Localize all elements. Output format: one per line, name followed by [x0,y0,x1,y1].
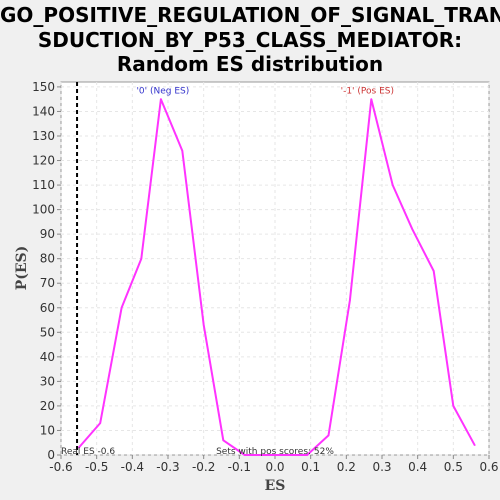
es-series-point [349,299,351,302]
es-series-point [306,454,308,456]
y-tick-label: 90 [40,227,55,241]
x-tick-label: -0.3 [156,460,179,474]
x-tick-label: 0.6 [479,460,498,474]
es-series-point [411,228,414,231]
y-tick-label: 130 [32,129,55,143]
es-series-point [473,444,476,446]
x-tick-label: 0.2 [337,460,356,474]
x-tick-label: 0.1 [301,460,320,474]
es-series-point [391,184,394,186]
y-tick-label: 70 [40,276,55,290]
es-series-point [370,98,373,100]
axes: 0 10 20 30 40 50 60 70 80 90 100 110 120 130 140 150 -0.… [32,80,498,474]
es-series-point [78,446,80,449]
es-series-point [140,257,143,260]
pos-es-label: '-1' (Pos ES) [341,86,394,96]
es-series-point [263,454,266,456]
y-tick-label: 20 [40,399,55,413]
y-tick-label: 80 [40,252,55,266]
y-tick-label: 120 [32,154,55,168]
es-series-point [284,454,287,456]
pos-scores-label: Sets with pos scores: 52% [216,447,334,457]
chart-title-line-3: Random ES distribution [116,52,384,76]
y-tick-label: 140 [32,104,55,118]
series-layer [76,82,476,456]
y-tick-label: 100 [32,203,55,217]
y-tick-label: 30 [40,374,55,388]
annotations-layer: '0' (Neg ES) '-1' (Pos ES) Sets with pos s… [61,86,394,457]
y-tick-label: 150 [32,80,55,94]
x-tick-label: 0.5 [444,460,463,474]
y-tick-label: 50 [40,325,55,339]
y-axis-title: P(ES) [14,246,30,291]
chart-title-line-2: SDUCTION_BY_P53_CLASS_MEDIATOR: [37,28,463,52]
es-series-point [452,405,455,407]
es-series-line [78,98,476,456]
x-axis-title: ES [265,478,286,494]
chart-title-line-1: GO_POSITIVE_REGULATION_OF_SIGNAL_TRAN [0,3,500,27]
x-tick-label: -0.5 [85,460,108,474]
es-series-point [181,149,184,152]
es-series-point [327,434,330,437]
es-series-point [99,422,102,424]
y-tick-label: 110 [32,178,55,192]
y-tick-label: 40 [40,350,55,364]
x-tick-label: 0.0 [265,460,284,474]
es-series-point [432,270,435,272]
y-tick-label: 60 [40,301,55,315]
x-tick-label: -0.4 [121,460,144,474]
es-series-point [160,98,162,100]
y-tick-label: 0 [47,448,55,462]
es-series-point [120,306,123,309]
real-es-label: Real ES -0.6 [61,447,115,457]
x-tick-label: 0.4 [408,460,427,474]
es-series-point [202,324,205,326]
x-tick-label: -0.2 [192,460,215,474]
y-tick-label: 10 [40,423,55,437]
x-tick-label: -0.1 [228,460,251,474]
x-tick-label: -0.6 [49,460,72,474]
es-series-point [222,439,225,442]
neg-es-label: '0' (Neg ES) [136,86,189,96]
x-tick-label: 0.3 [372,460,391,474]
es-series-point [243,454,246,456]
